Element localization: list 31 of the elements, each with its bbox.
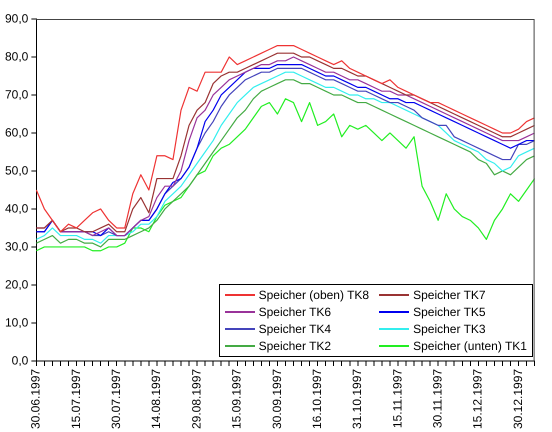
x-tick-label: 30.07.1997 xyxy=(109,368,124,430)
x-tick-label: 30.09.1997 xyxy=(270,368,284,430)
x-tick-label: 15.12.1997 xyxy=(470,368,485,430)
y-tick-label: 30,0 xyxy=(4,239,29,254)
y-tick-label: 60,0 xyxy=(4,125,29,140)
y-tick-label: 10,0 xyxy=(4,315,29,330)
x-tick-label: 15.09.1997 xyxy=(230,368,244,430)
x-tick-label: 15.11.1997 xyxy=(390,368,404,428)
y-tick-label: 20,0 xyxy=(4,277,29,292)
legend-label: Speicher TK7 xyxy=(413,288,486,302)
legend-label: Speicher (oben) TK8 xyxy=(258,288,370,302)
x-tick-label: 30.06.1997 xyxy=(28,368,43,430)
y-tick-label: 50,0 xyxy=(4,163,29,178)
legend-label: Speicher TK4 xyxy=(258,322,332,336)
x-tick-label: 16.10.1997 xyxy=(310,368,324,430)
y-tick-label: 70,0 xyxy=(4,87,29,102)
y-tick-label: 80,0 xyxy=(4,49,29,64)
x-tick-label: 14.08.1997 xyxy=(149,368,164,430)
x-tick-label: 29.08.1997 xyxy=(189,368,204,430)
x-tick-label: 31.10.1997 xyxy=(350,368,364,430)
legend-label: Speicher TK2 xyxy=(258,338,332,353)
legend-label: Speicher TK3 xyxy=(413,322,486,336)
x-tick-label: 15.07.1997 xyxy=(68,368,83,430)
x-tick-label: 30.12.1997 xyxy=(510,368,525,430)
y-tick-label: 0,0 xyxy=(12,353,29,368)
y-tick-label: 90,0 xyxy=(4,11,29,26)
legend-label: Speicher TK6 xyxy=(258,304,332,319)
y-tick-label: 40,0 xyxy=(4,201,29,216)
legend-label: Speicher (unten) TK1 xyxy=(413,338,527,353)
x-tick-label: 30.11.1997 xyxy=(430,368,444,428)
legend-label: Speicher TK5 xyxy=(413,304,486,319)
